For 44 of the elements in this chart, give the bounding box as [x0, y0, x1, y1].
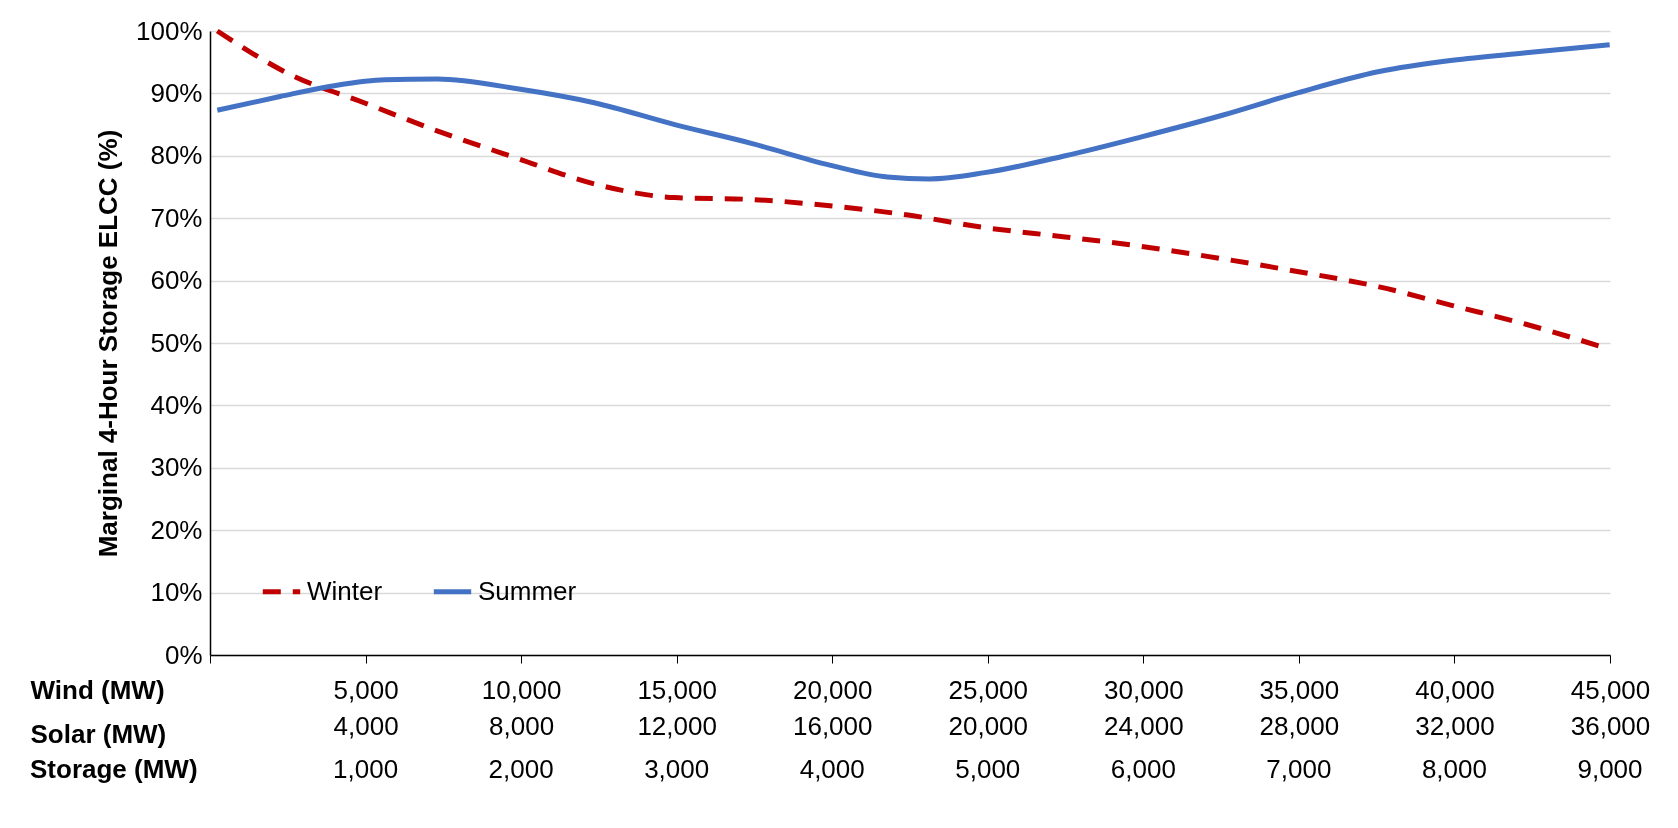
- x2-tick-label: 8,000: [489, 710, 555, 741]
- text: 4,000: [799, 754, 865, 784]
- legend-label: Summer: [478, 575, 577, 606]
- y-tick-label: 0%: [164, 639, 203, 670]
- x-tick-label: 35,000: [1259, 674, 1340, 705]
- y-tick-label: 80%: [150, 140, 203, 171]
- text: 6,000: [1110, 754, 1176, 784]
- x-tick-label: 10,000: [481, 674, 562, 705]
- text: 9,000: [1577, 754, 1643, 784]
- text: 8,000: [1421, 754, 1487, 784]
- x-tick-label: 40,000: [1415, 674, 1495, 705]
- y-tick-label: 70%: [150, 202, 203, 233]
- y-tick-label: 40%: [150, 389, 203, 420]
- x-tick-label: 15,000: [637, 674, 717, 705]
- x2-tick-label: 20,000: [948, 710, 1029, 741]
- x-tick-label: 25,000: [948, 674, 1029, 705]
- x-tick-label: 45,000: [1570, 674, 1651, 705]
- y-tick-label: 90%: [150, 77, 203, 108]
- x2-tick-label: 16,000: [792, 710, 873, 741]
- x2-tick-label: 32,000: [1415, 710, 1495, 741]
- x2-tick-label: 24,000: [1104, 710, 1184, 741]
- y-tick-label: 20%: [150, 514, 203, 545]
- legend-label: Winter: [307, 575, 383, 606]
- x-tick-label: 20,000: [792, 674, 873, 705]
- x2-tick-label: 12,000: [637, 710, 717, 741]
- y-tick-label: 50%: [150, 327, 203, 358]
- y-tick-label: 30%: [150, 452, 203, 483]
- text: 2,000: [488, 754, 554, 784]
- x2-axis-title: Solar (MW): [30, 718, 167, 749]
- x-tick-label: 30,000: [1104, 674, 1184, 705]
- y-axis-title: Marginal 4-Hour Storage ELCC (%): [93, 129, 123, 558]
- text: Storage (MW): [30, 754, 198, 784]
- text: 3,000: [644, 754, 710, 784]
- y-tick-label: 10%: [150, 577, 203, 608]
- x2-tick-label: 36,000: [1570, 710, 1651, 741]
- text: 5,000: [955, 754, 1021, 784]
- y-tick-label: 60%: [150, 265, 203, 296]
- text: 7,000: [1266, 754, 1332, 784]
- x2-tick-label: 28,000: [1259, 710, 1340, 741]
- x-axis-title: Wind (MW): [30, 674, 165, 705]
- x-tick-label: 5,000: [333, 674, 399, 705]
- y-tick-label: 100%: [136, 15, 203, 46]
- x2-tick-label: 4,000: [333, 710, 399, 741]
- text: 1,000: [333, 754, 399, 784]
